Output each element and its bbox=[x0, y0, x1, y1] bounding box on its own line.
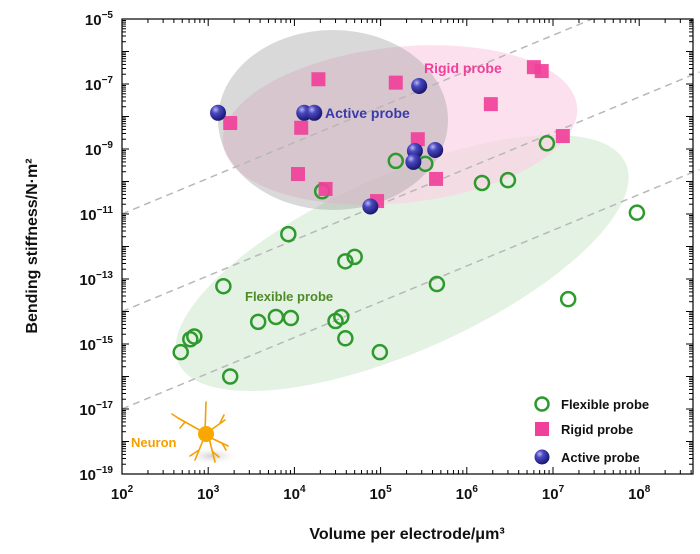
reference-line bbox=[121, 71, 700, 313]
flexible-region-label: Flexible probe bbox=[245, 289, 333, 304]
active-probe-point bbox=[362, 198, 379, 215]
rigid-probe-point bbox=[555, 129, 570, 144]
rigid-probe-point bbox=[388, 75, 403, 90]
flexible-probe-point bbox=[628, 204, 646, 221]
flexible-probe-point bbox=[182, 331, 199, 348]
rigid-probe-point bbox=[223, 116, 238, 131]
active-probe-point bbox=[405, 153, 422, 170]
flexible-probe-point bbox=[221, 368, 239, 385]
x-tick-label: 105 bbox=[369, 484, 392, 503]
rigid-probe-point bbox=[290, 167, 305, 182]
flexible-probe-point bbox=[333, 308, 350, 326]
sphere-marker-icon bbox=[534, 449, 550, 465]
flexible-probe-point bbox=[337, 330, 354, 347]
y-tick-label: 10−17 bbox=[79, 400, 113, 419]
legend-item-flexible: Flexible probe bbox=[534, 396, 649, 412]
probe-regions bbox=[175, 30, 629, 392]
flexible-region bbox=[175, 134, 629, 392]
y-tick-label: 10−7 bbox=[85, 75, 114, 94]
flexible-probe-point bbox=[387, 152, 405, 170]
active-probe-point bbox=[306, 104, 323, 121]
rigid-probe-point bbox=[483, 97, 498, 112]
reference-line bbox=[121, 18, 593, 215]
x-tick-label: 107 bbox=[542, 484, 565, 503]
x-tick-labels: 102 103 104 105 106 107 108 bbox=[111, 484, 651, 503]
flexible-probe-point bbox=[215, 277, 232, 295]
reference-line bbox=[121, 168, 700, 410]
flexible-probe-point bbox=[499, 171, 517, 189]
flexible-probe-point bbox=[280, 225, 297, 243]
y-tick-label: 10−9 bbox=[85, 140, 114, 159]
flexible-probe-point bbox=[559, 290, 577, 308]
y-tick-label: 10−19 bbox=[79, 465, 113, 484]
active-probe-point bbox=[411, 77, 428, 94]
flexible-probe-point bbox=[346, 248, 363, 266]
open-circle-marker-icon bbox=[534, 396, 550, 412]
y-tick-labels: 10−5 10−7 10−9 10−11 10−13 10−15 10−17 10−19 bbox=[79, 10, 113, 484]
neuron-label: Neuron bbox=[131, 435, 177, 450]
legend-label: Active probe bbox=[561, 450, 640, 465]
flexible-probe-point bbox=[249, 313, 267, 331]
y-tick-label: 10−13 bbox=[79, 270, 113, 289]
x-tick-label: 108 bbox=[628, 484, 651, 503]
x-tick-label: 104 bbox=[283, 484, 306, 503]
x-axis-label: Volume per electrode/μm³ bbox=[309, 526, 504, 543]
legend-label: Rigid probe bbox=[561, 422, 633, 437]
x-tick-label: 102 bbox=[111, 484, 134, 503]
rigid-probe-point bbox=[318, 181, 333, 196]
data-points bbox=[172, 60, 646, 385]
rigid-probe-point bbox=[429, 171, 444, 186]
flexible-probe-point bbox=[473, 174, 491, 192]
y-tick-label: 10−5 bbox=[85, 10, 114, 29]
legend-item-active: Active probe bbox=[534, 449, 640, 465]
flexible-probe-point bbox=[282, 309, 300, 327]
reference-lines bbox=[121, 18, 700, 410]
x-tick-label: 103 bbox=[197, 484, 220, 503]
rigid-probe-point bbox=[534, 64, 549, 79]
y-tick-label: 10−15 bbox=[79, 335, 113, 354]
x-tick-label: 106 bbox=[456, 484, 479, 503]
rigid-probe-point bbox=[410, 132, 425, 147]
flexible-probe-point bbox=[428, 275, 446, 293]
y-axis-label: Bending stiffness/N·m² bbox=[24, 158, 41, 333]
legend: Flexible probe Rigid probe Active probe bbox=[534, 396, 649, 465]
active-probe-point bbox=[210, 104, 227, 121]
flexible-probe-point bbox=[337, 253, 354, 270]
rigid-region bbox=[222, 45, 578, 205]
flexible-probe-point bbox=[371, 343, 389, 361]
rigid-region-label: Rigid probe bbox=[424, 60, 502, 76]
square-marker-icon bbox=[535, 422, 549, 436]
active-region-label: Active probe bbox=[325, 105, 410, 121]
y-tick-label: 10−11 bbox=[80, 205, 114, 224]
legend-item-rigid: Rigid probe bbox=[535, 422, 633, 437]
flexible-probe-point bbox=[172, 343, 189, 361]
neuron-icon bbox=[171, 401, 240, 465]
active-probe-point bbox=[427, 142, 444, 159]
axis-ticks bbox=[121, 19, 693, 475]
legend-label: Flexible probe bbox=[561, 397, 649, 412]
rigid-probe-point bbox=[311, 72, 326, 87]
rigid-probe-point bbox=[294, 120, 309, 135]
flexible-probe-point bbox=[538, 135, 556, 152]
